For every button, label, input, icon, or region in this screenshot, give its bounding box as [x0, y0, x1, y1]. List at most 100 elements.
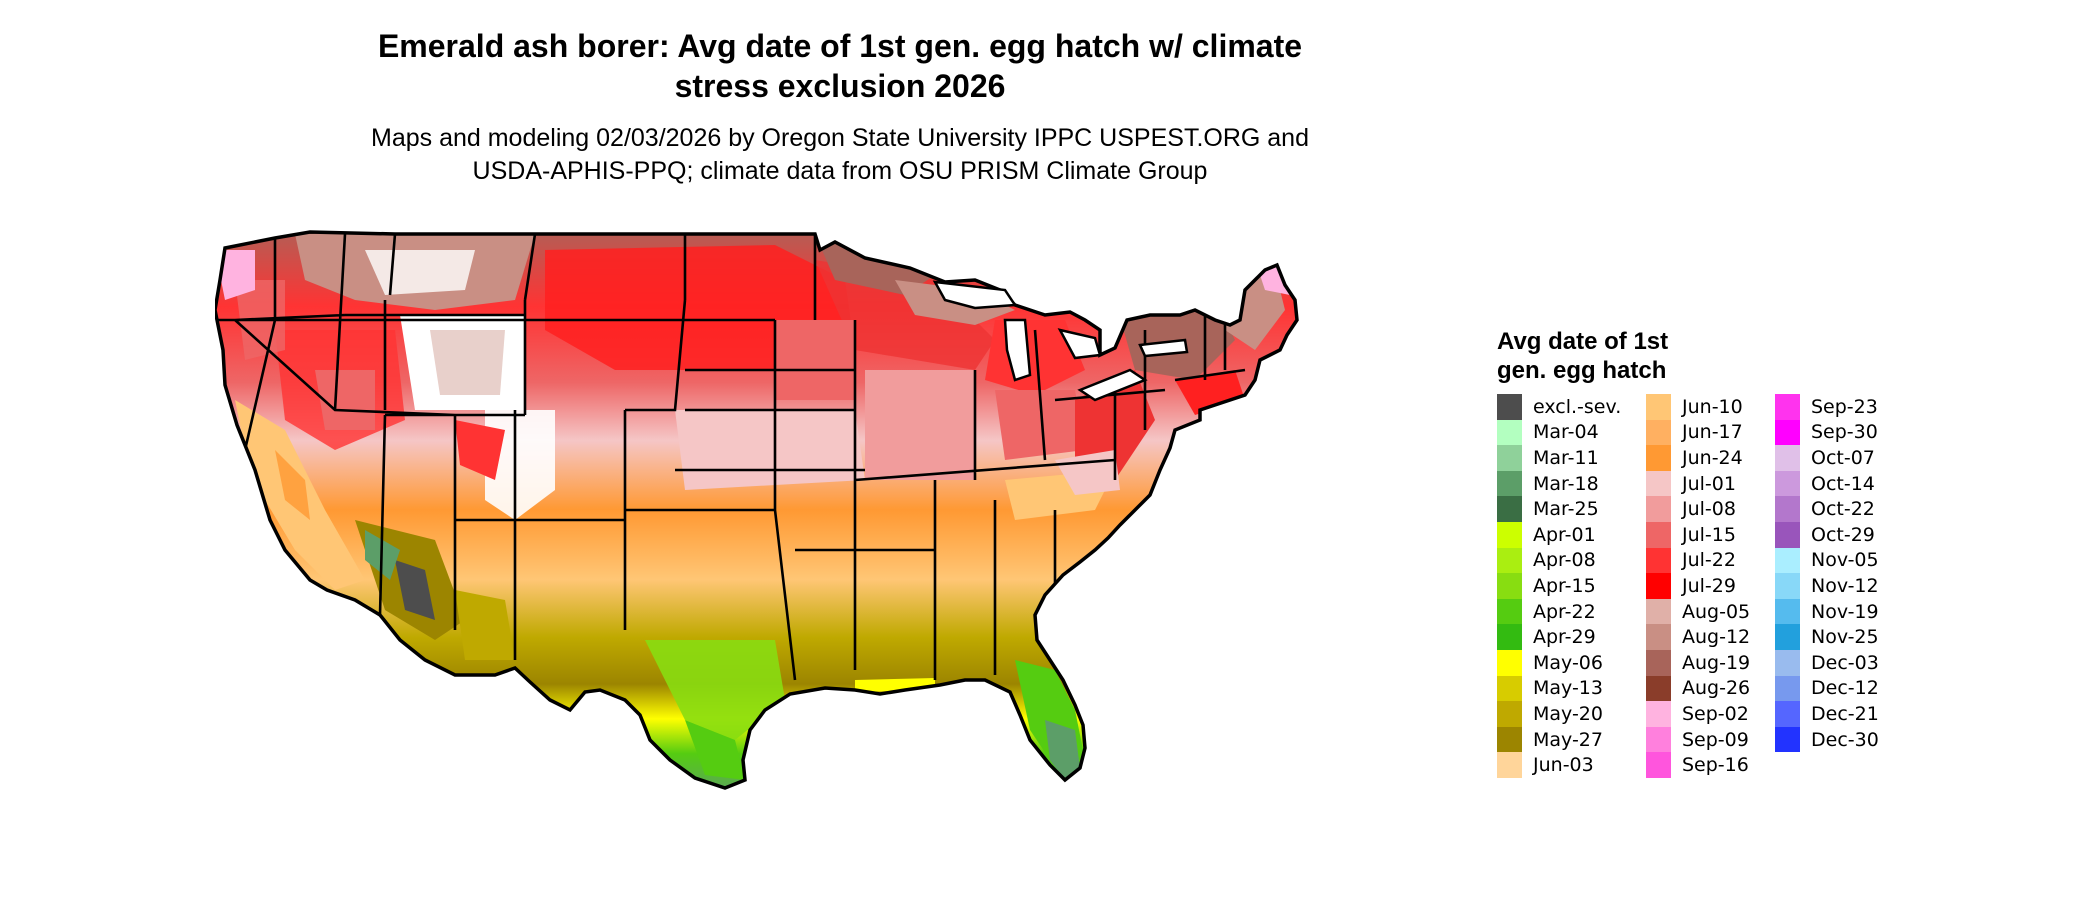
legend-item: May-13: [1497, 675, 1621, 702]
legend-label: Apr-01: [1533, 523, 1596, 546]
legend-label: Jul-08: [1682, 498, 1736, 521]
legend-swatch: [1646, 445, 1671, 471]
legend-item: Sep-09: [1646, 726, 1750, 753]
legend-column: excl.-sev. Mar-04 Mar-11 Mar-18 Mar-25 Apr-01…: [1497, 394, 1621, 778]
legend-item: Mar-11: [1497, 445, 1621, 471]
legend-item: Aug-19: [1646, 649, 1750, 676]
legend-swatch: [1775, 624, 1800, 650]
state-borders: [215, 233, 1246, 681]
legend-swatch: [1497, 573, 1522, 599]
legend-swatch: [1646, 419, 1671, 446]
legend-swatch: [1646, 701, 1671, 727]
legend-swatch: [1497, 470, 1522, 497]
legend-item: Jul-15: [1646, 521, 1750, 548]
legend-swatch: [1646, 496, 1671, 522]
legend-item: Mar-04: [1497, 419, 1621, 446]
legend-item: Jul-08: [1646, 496, 1750, 522]
legend-label: Sep-02: [1682, 702, 1749, 725]
legend-item: excl.-sev.: [1497, 394, 1621, 420]
legend-label: Nov-12: [1811, 574, 1879, 597]
legend-item: Jun-17: [1646, 419, 1750, 446]
legend-label: Nov-05: [1811, 549, 1879, 572]
legend-label: Sep-09: [1682, 728, 1749, 751]
legend-item: Dec-03: [1775, 649, 1879, 676]
legend-item: Jul-01: [1646, 470, 1750, 497]
legend-label: Oct-14: [1811, 472, 1875, 495]
legend-item: Apr-01: [1497, 521, 1621, 548]
legend-label: Apr-08: [1533, 549, 1596, 572]
legend-swatch: [1775, 649, 1800, 676]
legend-label: Sep-23: [1811, 395, 1878, 418]
legend-label: Nov-19: [1811, 600, 1879, 623]
legend-label: Jun-24: [1682, 446, 1743, 469]
legend-swatch: [1497, 598, 1522, 625]
legend-swatch: [1497, 547, 1522, 574]
legend-label: Aug-05: [1682, 600, 1751, 623]
legend-label: Oct-07: [1811, 446, 1875, 469]
legend-item: May-20: [1497, 701, 1621, 727]
legend-item: Mar-25: [1497, 496, 1621, 522]
legend-label: Jul-22: [1682, 549, 1736, 572]
legend-swatch: [1497, 752, 1522, 778]
legend-item: Oct-22: [1775, 496, 1879, 522]
legend-swatch: [1775, 675, 1800, 702]
legend-item: Jul-29: [1646, 573, 1750, 599]
legend-label: May-20: [1533, 702, 1603, 725]
legend-item: Sep-30: [1775, 419, 1879, 446]
legend-item: Oct-14: [1775, 470, 1879, 497]
legend-label: Mar-25: [1533, 498, 1599, 521]
legend-swatch: [1775, 496, 1800, 522]
legend-label: Apr-22: [1533, 600, 1596, 623]
legend-item: May-27: [1497, 726, 1621, 753]
us-degree-day-map: [215, 230, 1299, 790]
legend-swatch: [1646, 573, 1671, 599]
legend-swatch: [1497, 445, 1522, 471]
legend-label: May-13: [1533, 677, 1603, 700]
legend-swatch: [1646, 521, 1671, 548]
legend-swatch: [1646, 726, 1671, 753]
legend-label: excl.-sev.: [1533, 395, 1622, 418]
legend-item: May-06: [1497, 649, 1621, 676]
legend-swatch: [1497, 419, 1522, 446]
legend-swatch: [1497, 496, 1522, 522]
legend-swatch: [1775, 598, 1800, 625]
legend-label: Jul-15: [1682, 523, 1736, 546]
legend-label: Jun-03: [1533, 754, 1594, 777]
legend-item: Dec-21: [1775, 701, 1879, 727]
legend-item: Jun-24: [1646, 445, 1750, 471]
legend-swatch: [1497, 521, 1522, 548]
legend-label: Jun-10: [1682, 395, 1743, 418]
legend-label: Oct-22: [1811, 498, 1875, 521]
legend-swatch: [1646, 598, 1671, 625]
legend-label: Dec-21: [1811, 702, 1879, 725]
map-title: Emerald ash borer: Avg date of 1st gen. …: [377, 28, 1303, 104]
legend-item: Sep-02: [1646, 701, 1750, 727]
map-subtitle: Maps and modeling 02/03/2026 by Oregon S…: [371, 124, 1309, 185]
legend-swatch: [1497, 624, 1522, 650]
legend-label: Jun-17: [1682, 421, 1743, 444]
legend-item: Oct-29: [1775, 521, 1879, 548]
legend-label: Apr-15: [1533, 574, 1596, 597]
legend-column: Jun-10 Jun-17 Jun-24 Jul-01 Jul-08 Jul-15 Jul-…: [1646, 394, 1750, 778]
legend-column: Sep-23 Sep-30 Oct-07 Oct-14 Oct-22 Oct-29 Nov-…: [1775, 394, 1879, 753]
legend-swatch: [1646, 470, 1671, 497]
legend-swatch: [1775, 547, 1800, 574]
legend-item: Apr-08: [1497, 547, 1621, 574]
legend-swatch: [1646, 675, 1671, 702]
legend-label: Nov-25: [1811, 626, 1879, 649]
legend-item: Mar-18: [1497, 470, 1621, 497]
legend-swatch: [1646, 752, 1671, 778]
legend-item: Nov-19: [1775, 598, 1879, 625]
legend-label: Aug-12: [1682, 626, 1751, 649]
legend-label: Dec-30: [1811, 728, 1879, 751]
legend-item: Aug-12: [1646, 624, 1750, 650]
legend-swatch: [1646, 649, 1671, 676]
legend-swatch: [1775, 521, 1800, 548]
legend-label: Dec-03: [1811, 651, 1879, 674]
legend-swatch: [1775, 419, 1800, 446]
legend-swatch: [1775, 470, 1800, 497]
legend-item: Jun-10: [1646, 394, 1750, 420]
legend-item: Apr-15: [1497, 573, 1621, 599]
legend-item: Aug-05: [1646, 598, 1751, 625]
legend-swatch: [1775, 573, 1800, 599]
